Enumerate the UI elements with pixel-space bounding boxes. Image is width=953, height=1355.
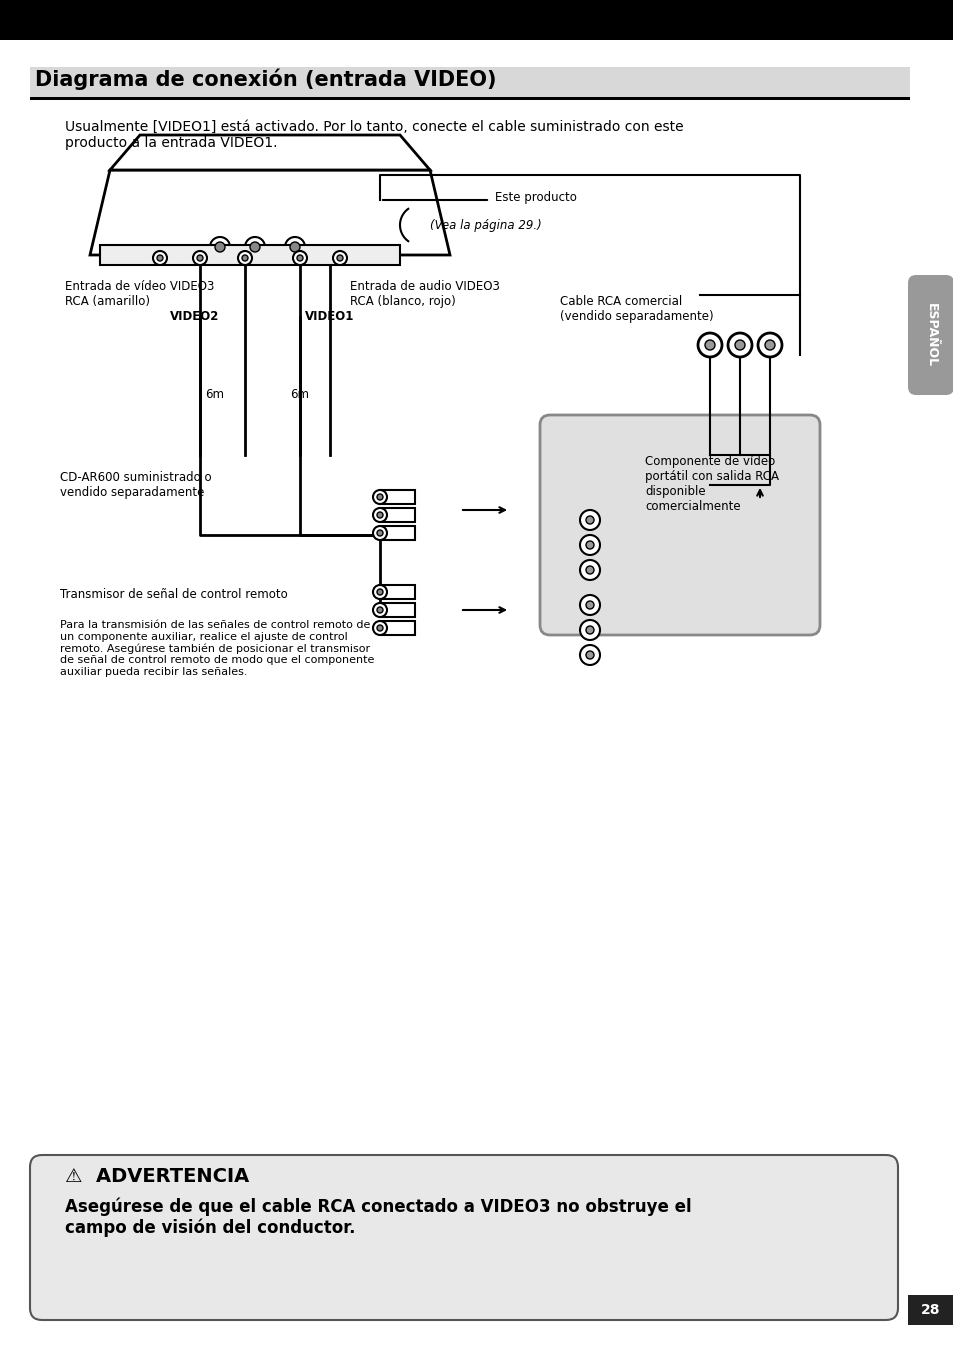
Text: 6m: 6m: [205, 389, 224, 401]
Bar: [379, 585, 415, 599]
Bar: [0, 0, 953, 41]
Circle shape: [285, 237, 305, 257]
Polygon shape: [90, 169, 450, 255]
Text: Diagrama de conexión (entrada VIDEO): Diagrama de conexión (entrada VIDEO): [35, 69, 496, 89]
Circle shape: [373, 585, 387, 599]
FancyBboxPatch shape: [30, 1154, 897, 1320]
Text: Asegúrese de que el cable RCA conectado a VIDEO3 no obstruye el
campo de visión : Asegúrese de que el cable RCA conectado …: [65, 1196, 691, 1237]
Text: (Vea la página 29.): (Vea la página 29.): [430, 218, 541, 232]
Circle shape: [333, 251, 347, 266]
Circle shape: [585, 626, 594, 634]
Text: Para la transmisión de las señales de control remoto de
un componente auxiliar, : Para la transmisión de las señales de co…: [60, 621, 374, 678]
Circle shape: [727, 333, 751, 356]
Bar: [379, 621, 415, 635]
Text: Usualmente [VIDEO1] está activado. Por lo tanto, conecte el cable suministrado c: Usualmente [VIDEO1] está activado. Por l…: [65, 121, 683, 150]
Circle shape: [579, 560, 599, 580]
Circle shape: [585, 650, 594, 659]
Circle shape: [376, 512, 382, 518]
Bar: [379, 508, 415, 522]
Polygon shape: [110, 136, 430, 169]
Text: VIDEO1: VIDEO1: [305, 310, 354, 324]
Circle shape: [245, 237, 265, 257]
Circle shape: [373, 603, 387, 617]
Bar: [30, 98, 909, 100]
Text: ⚠  ADVERTENCIA: ⚠ ADVERTENCIA: [65, 1167, 249, 1186]
Text: Este producto: Este producto: [495, 191, 577, 203]
Circle shape: [376, 530, 382, 537]
Text: 6m: 6m: [291, 389, 309, 401]
Circle shape: [579, 535, 599, 556]
Bar: [100, 245, 399, 266]
Circle shape: [704, 340, 714, 350]
Circle shape: [193, 251, 207, 266]
Circle shape: [376, 495, 382, 500]
Circle shape: [373, 526, 387, 541]
Bar: [379, 491, 415, 504]
FancyBboxPatch shape: [907, 275, 953, 396]
Circle shape: [579, 509, 599, 530]
Circle shape: [296, 255, 303, 262]
Circle shape: [196, 255, 203, 262]
Circle shape: [585, 602, 594, 608]
Text: Entrada de vídeo VIDEO3
RCA (amarillo): Entrada de vídeo VIDEO3 RCA (amarillo): [65, 280, 214, 308]
Circle shape: [373, 491, 387, 504]
Circle shape: [210, 237, 230, 257]
Bar: [379, 603, 415, 617]
Circle shape: [373, 621, 387, 635]
Text: Cable RCA comercial
(vendido separadamente): Cable RCA comercial (vendido separadamen…: [559, 295, 713, 322]
Circle shape: [585, 566, 594, 575]
Circle shape: [376, 589, 382, 595]
Circle shape: [157, 255, 163, 262]
Circle shape: [579, 645, 599, 665]
Circle shape: [242, 255, 248, 262]
Circle shape: [579, 595, 599, 615]
Circle shape: [579, 621, 599, 640]
Circle shape: [214, 243, 225, 252]
Bar: [379, 526, 415, 541]
Circle shape: [585, 541, 594, 549]
Circle shape: [585, 516, 594, 524]
Circle shape: [290, 243, 299, 252]
Text: Transmisor de señal de control remoto: Transmisor de señal de control remoto: [60, 588, 288, 602]
Circle shape: [698, 333, 721, 356]
Circle shape: [758, 333, 781, 356]
Bar: [907, 1295, 953, 1325]
Circle shape: [152, 251, 167, 266]
Circle shape: [237, 251, 252, 266]
Text: 28: 28: [921, 1304, 940, 1317]
Circle shape: [376, 607, 382, 612]
Circle shape: [373, 508, 387, 522]
Text: Componente de vídeo
portátil con salida RCA
disponible
comercialmente: Componente de vídeo portátil con salida …: [644, 455, 779, 514]
Text: CD-AR600 suministrado o
vendido separadamente: CD-AR600 suministrado o vendido separada…: [60, 472, 212, 499]
Circle shape: [764, 340, 774, 350]
Text: ESPAÑOL: ESPAÑOL: [923, 304, 937, 367]
Circle shape: [376, 625, 382, 631]
Text: Entrada de audio VIDEO3
RCA (blanco, rojo): Entrada de audio VIDEO3 RCA (blanco, roj…: [350, 280, 499, 308]
Bar: [30, 66, 909, 98]
Circle shape: [293, 251, 307, 266]
Circle shape: [734, 340, 744, 350]
FancyBboxPatch shape: [539, 415, 820, 635]
Text: VIDEO2: VIDEO2: [171, 310, 219, 324]
Circle shape: [336, 255, 343, 262]
Circle shape: [250, 243, 260, 252]
